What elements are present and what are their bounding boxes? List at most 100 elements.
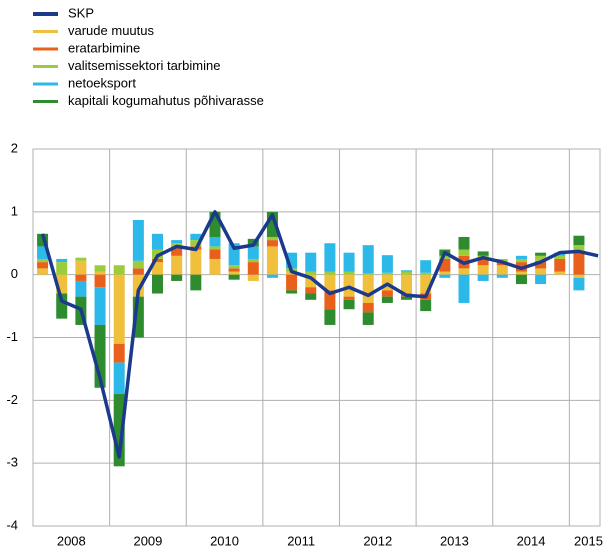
bar-segment — [56, 262, 68, 275]
bar-segment — [573, 245, 585, 253]
bar-segment — [228, 243, 240, 266]
bar-segment — [171, 246, 183, 256]
bar-segment — [94, 265, 106, 272]
x-tick-label: 2013 — [440, 533, 469, 548]
legend-label: netoeksport — [68, 75, 136, 90]
y-tick-label: -4 — [6, 517, 18, 532]
bar-segment — [286, 290, 298, 294]
bar-segment — [113, 265, 125, 275]
y-tick-label: -1 — [6, 329, 18, 344]
bar-segment — [496, 265, 508, 275]
bar-segment — [132, 220, 144, 261]
bar-segment — [496, 274, 508, 278]
bar-segment — [56, 293, 68, 319]
bar-segment — [439, 255, 451, 259]
bar-segment — [152, 258, 164, 263]
bar-segment — [75, 257, 87, 261]
x-tick-label: 2009 — [133, 533, 162, 548]
bar-segment — [401, 274, 413, 294]
bar-segment — [37, 268, 49, 275]
bar-segment — [458, 249, 470, 256]
bar-segment — [75, 260, 87, 275]
bar-segment — [343, 299, 355, 310]
x-tick-label: 2011 — [287, 533, 315, 548]
bar-segment — [190, 233, 202, 241]
bar-segment — [343, 271, 355, 275]
bar-segment — [420, 274, 432, 294]
bar-segment — [439, 274, 451, 278]
bar-segment — [132, 268, 144, 275]
bar-segment — [209, 236, 221, 247]
bar-segment — [247, 246, 259, 259]
bar-segment — [458, 236, 470, 250]
bar-segment — [56, 274, 68, 294]
bar-segment — [343, 252, 355, 272]
line-series — [40, 210, 599, 459]
bar-segment — [37, 262, 49, 269]
bar-segment — [228, 274, 240, 280]
bar-segment — [266, 240, 278, 247]
y-tick-label: -2 — [6, 392, 18, 407]
bar-segment — [381, 272, 393, 275]
bar-segment — [209, 249, 221, 259]
bar-segment — [343, 296, 355, 300]
bar-segment — [573, 277, 585, 291]
bar-segment — [535, 274, 547, 285]
bar-segment — [515, 255, 527, 259]
bar-segment — [171, 240, 183, 244]
x-tick-label: 2012 — [363, 533, 392, 548]
bar-segment — [113, 343, 125, 363]
bar-segment — [56, 258, 68, 263]
bar-segment — [305, 271, 317, 275]
bar-segment — [209, 258, 221, 275]
legend-label: eratarbimine — [68, 40, 140, 55]
bar-segment — [132, 296, 144, 338]
bar-segment — [75, 274, 87, 281]
bar-segment — [477, 251, 489, 256]
bar-segment — [401, 270, 413, 272]
bar-segment — [362, 302, 374, 313]
bar-segment — [152, 233, 164, 250]
y-tick-label: 1 — [11, 203, 18, 218]
y-tick-label: -3 — [6, 455, 18, 470]
bar-segment — [324, 309, 336, 325]
x-tick-label: 2008 — [57, 533, 86, 548]
plot-border — [32, 148, 601, 527]
bar-segment — [171, 255, 183, 275]
bar-segment — [305, 274, 317, 288]
bar-segment — [401, 296, 413, 300]
bar-segment — [554, 258, 566, 272]
bar-segment — [535, 255, 547, 261]
bar-segment — [286, 274, 298, 291]
bar-segment — [190, 240, 202, 247]
bar-segment — [228, 268, 240, 272]
bar-segment — [247, 258, 259, 263]
bar-segment — [554, 255, 566, 259]
bar-segment — [362, 245, 374, 274]
bar-segment — [324, 290, 336, 310]
bar-segment — [477, 274, 489, 281]
bar-segment — [209, 246, 221, 250]
bar-segment — [535, 268, 547, 275]
legend-label: valitsemissektori tarbimine — [68, 58, 220, 73]
x-tick-label: 2010 — [210, 533, 239, 548]
bar-segment — [362, 274, 374, 303]
bar-segment — [190, 274, 202, 291]
bar-segment — [305, 287, 317, 294]
bar-segment — [420, 299, 432, 312]
bar-segment — [362, 312, 374, 325]
bar-segment — [573, 235, 585, 246]
bar-segment — [228, 265, 240, 269]
bar-segment — [458, 274, 470, 303]
legend-label: kapitali kogumahutus põhivarasse — [68, 93, 264, 108]
bar-segment — [152, 262, 164, 275]
bar-segment — [113, 362, 125, 395]
bar-segment — [152, 274, 164, 294]
bar-segment — [439, 258, 451, 272]
bar-segment — [209, 211, 221, 237]
bar-segment — [573, 252, 585, 275]
bar-segment — [477, 258, 489, 266]
bar-segment — [324, 243, 336, 272]
bar-segment — [381, 290, 393, 297]
